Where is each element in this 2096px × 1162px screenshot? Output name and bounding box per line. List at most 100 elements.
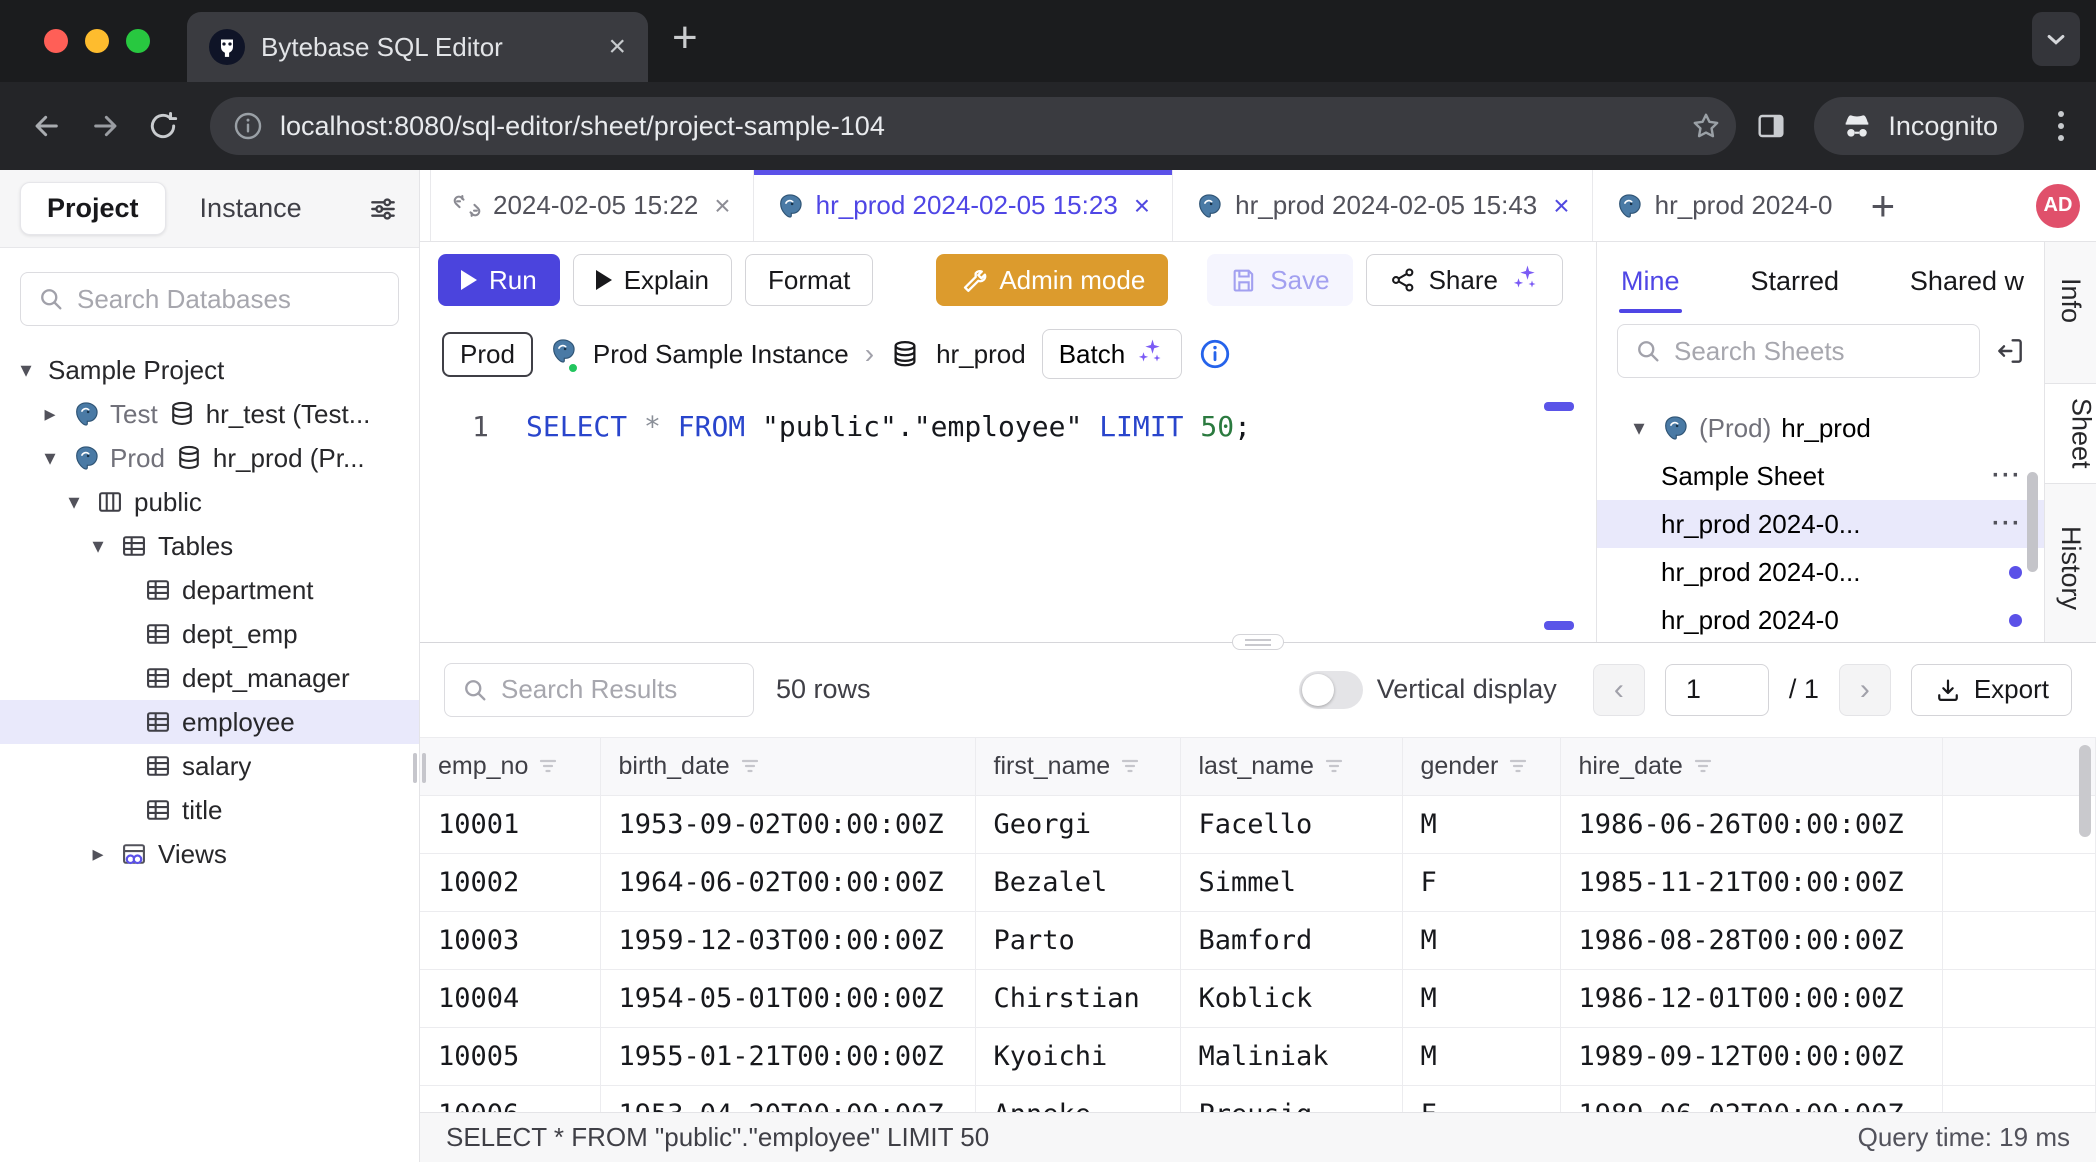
table-cell[interactable]: 1954-05-01T00:00:00Z [600,969,976,1028]
editor-tab[interactable]: hr_prod 2024-02-05 15:43 × [1173,170,1593,241]
sheet-list-item[interactable]: Sample Sheet ··· [1597,452,2044,500]
close-tab-icon[interactable]: × [1133,189,1151,221]
export-button[interactable]: Export [1910,663,2072,716]
side-panel-icon[interactable] [1748,103,1794,149]
next-page-button[interactable]: › [1838,663,1891,716]
table-cell[interactable]: Maliniak [1180,1027,1403,1086]
table-cell[interactable]: M [1402,969,1561,1028]
collapse-panel-icon[interactable] [1994,335,2026,367]
tree-item[interactable]: ▾ Prod hr_prod (Pr... [0,436,419,480]
back-button[interactable] [24,103,70,149]
tree-caret-icon[interactable]: ▾ [1633,415,1645,440]
minimize-window-button[interactable] [85,29,109,53]
tree-caret-icon[interactable]: ▾ [20,357,32,382]
browser-menu-icon[interactable] [2050,103,2072,149]
editor-tab[interactable]: hr_prod 2024-0 [1593,170,1861,241]
sort-icon[interactable] [1691,754,1715,778]
tree-item[interactable]: ▾ Sample Project [0,348,419,392]
browser-tab[interactable]: Bytebase SQL Editor × [187,12,648,82]
tree-item[interactable]: department [0,568,419,612]
tab-starred[interactable]: Starred [1750,265,1839,296]
site-info-icon[interactable] [232,110,264,142]
table-cell[interactable]: Bamford [1180,911,1403,970]
tree-item[interactable]: title [0,788,419,832]
results-search-input[interactable] [501,674,737,706]
table-cell[interactable]: 1989-09-12T00:00:00Z [1560,1027,1943,1086]
tab-search-chevron-icon[interactable] [2032,12,2080,66]
tree-item[interactable]: employee [0,700,419,744]
tab-project[interactable]: Project [20,182,166,235]
batch-button[interactable]: Batch [1041,329,1183,379]
sort-icon[interactable] [738,754,762,778]
table-cell[interactable]: 10005 [420,1027,601,1086]
table-cell[interactable]: Kyoichi [975,1027,1181,1086]
page-input[interactable] [1664,663,1769,716]
editor-tab[interactable]: hr_prod 2024-02-05 15:23 × [753,170,1174,241]
table-cell[interactable]: Chirstian [975,969,1181,1028]
share-button[interactable]: Share [1365,254,1563,306]
column-header[interactable]: birth_date [600,736,976,796]
sliders-icon[interactable] [367,193,399,225]
rail-tab-sheet[interactable]: Sheet [2044,383,2096,484]
table-cell[interactable]: 1986-06-26T00:00:00Z [1560,795,1943,854]
table-cell[interactable]: Simmel [1180,853,1403,912]
admin-mode-button[interactable]: Admin mode [936,254,1169,306]
close-tab-icon[interactable]: × [714,189,731,221]
table-cell[interactable]: 10004 [420,969,601,1028]
tab-instance[interactable]: Instance [199,193,302,223]
close-window-button[interactable] [44,29,68,53]
bookmark-star-icon[interactable] [1690,110,1722,142]
instance-name[interactable]: Prod Sample Instance [592,338,849,369]
sheet-list-item[interactable]: ▾ (Prod) hr_prod [1597,404,2044,452]
table-cell[interactable]: Anneke [975,1085,1181,1113]
more-menu-icon[interactable]: ··· [1992,510,2022,537]
table-cell[interactable]: M [1402,1027,1561,1086]
tab-mine[interactable]: Mine [1619,265,1682,313]
table-cell[interactable]: 1964-06-02T00:00:00Z [600,853,976,912]
sheet-list-item[interactable]: hr_prod 2024-0... [1597,548,2044,596]
table-cell[interactable]: Preusig [1180,1085,1403,1113]
tree-caret-icon[interactable]: ▸ [44,401,56,426]
column-header[interactable]: gender [1402,736,1561,796]
column-header[interactable]: emp_no [420,736,601,796]
sidebar-resize-handle[interactable] [413,753,426,783]
table-scrollbar[interactable] [2079,744,2091,837]
tree-item[interactable]: dept_emp [0,612,419,656]
new-sheet-button[interactable]: + [1871,170,1896,241]
table-cell[interactable]: Georgi [975,795,1181,854]
user-avatar[interactable]: AD [2036,183,2080,228]
table-cell[interactable]: Koblick [1180,969,1403,1028]
table-cell[interactable]: F [1402,853,1561,912]
table-cell[interactable]: 1989-06-02T00:00:00Z [1560,1085,1943,1113]
vertical-display-toggle[interactable] [1298,670,1363,709]
tree-item[interactable]: ▸ Test hr_test (Test... [0,392,419,436]
database-search-input[interactable] [77,283,382,315]
editor-tab[interactable]: 2024-02-05 15:22 × [430,170,754,241]
forward-button[interactable] [82,103,128,149]
table-cell[interactable]: 10006 [420,1085,601,1113]
tree-caret-icon[interactable]: ▸ [92,841,104,866]
tree-caret-icon[interactable]: ▾ [68,489,80,514]
table-cell[interactable]: 1985-11-21T00:00:00Z [1560,853,1943,912]
close-browser-tab-icon[interactable]: × [608,30,626,63]
run-button[interactable]: Run [438,254,560,306]
results-search[interactable] [444,662,754,717]
column-header[interactable]: hire_date [1560,736,1943,796]
table-cell[interactable]: 1953-04-20T00:00:00Z [600,1085,976,1113]
table-cell[interactable]: F [1402,1085,1561,1113]
close-tab-icon[interactable]: × [1553,189,1570,221]
table-cell[interactable]: 1953-09-02T00:00:00Z [600,795,976,854]
format-button[interactable]: Format [744,254,874,306]
tree-caret-icon[interactable]: ▾ [44,445,56,470]
tab-shared[interactable]: Shared w [1909,265,2024,296]
table-cell[interactable]: 1955-01-21T00:00:00Z [600,1027,976,1086]
sort-icon[interactable] [1322,754,1346,778]
table-cell[interactable]: 10003 [420,911,601,970]
tree-item[interactable]: ▾ Tables [0,524,419,568]
sheet-list-item[interactable]: hr_prod 2024-0 [1597,596,2044,642]
column-header[interactable]: last_name [1180,736,1403,796]
explain-button[interactable]: Explain [572,254,732,306]
results-drag-handle[interactable] [1232,634,1284,650]
table-cell[interactable]: 10002 [420,853,601,912]
sort-icon[interactable] [1118,754,1142,778]
